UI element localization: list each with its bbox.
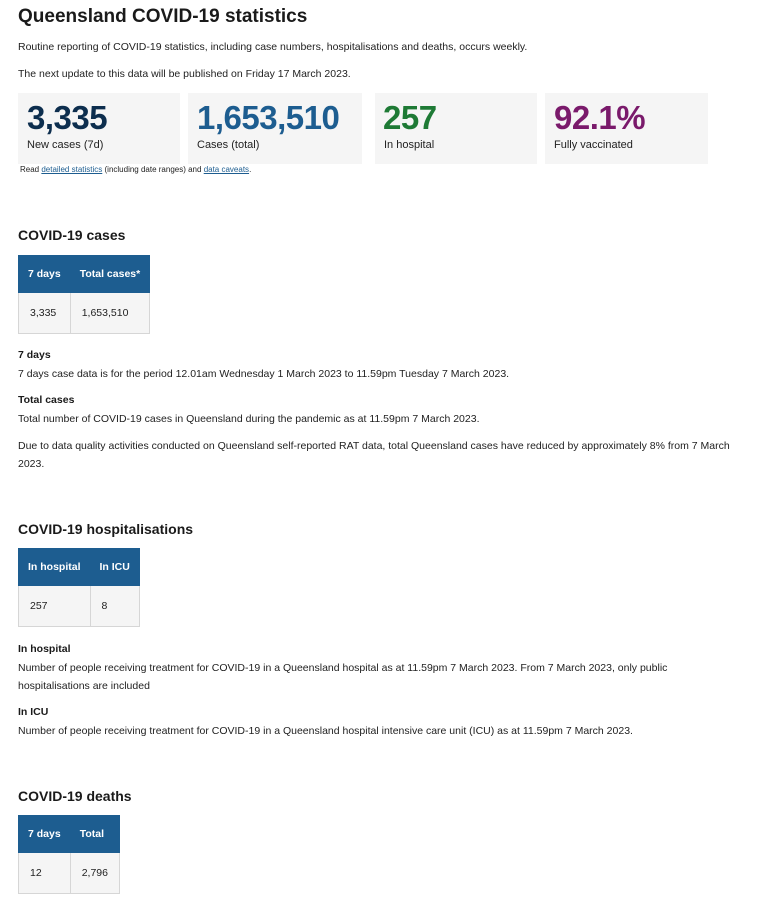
table-header-row: 7 days Total	[18, 815, 120, 853]
desc-7-days: 7 days case data is for the period 12.01…	[18, 368, 510, 380]
table-row: 257 8	[18, 585, 140, 627]
stat-label-fully-vaccinated: Fully vaccinated	[554, 139, 633, 151]
desc-total-cases: Total number of COVID-19 cases in Queens…	[18, 413, 480, 425]
deaths-heading: COVID-19 deaths	[18, 788, 132, 804]
stat-label-total-cases: Cases (total)	[197, 139, 260, 151]
table-cell: 2,796	[69, 852, 120, 894]
table-cell: 3,335	[18, 292, 71, 334]
term-in-icu: In ICU	[18, 706, 49, 718]
read-note-middle: (including date ranges) and	[102, 165, 204, 174]
read-note-prefix: Read	[20, 165, 42, 174]
desc-in-icu: Number of people receiving treatment for…	[18, 725, 633, 737]
table-cell: 8	[89, 585, 140, 627]
table-header-cell: In ICU	[89, 548, 140, 586]
table-header-cell: 7 days	[18, 255, 71, 293]
table-header-cell: 7 days	[18, 815, 71, 853]
read-statistics-note: Read detailed statistics (including date…	[20, 165, 251, 174]
stat-value-new-cases: 3,335	[27, 99, 108, 136]
hospitalisations-heading: COVID-19 hospitalisations	[18, 521, 194, 537]
table-cell: 257	[18, 585, 91, 627]
table-header-cell: In hospital	[18, 548, 91, 586]
data-caveats-link[interactable]: data caveats	[203, 165, 250, 174]
table-cell: 12	[18, 852, 71, 894]
detailed-statistics-link[interactable]: detailed statistics	[41, 165, 103, 174]
stat-label-new-cases: New cases (7d)	[27, 139, 104, 151]
stat-card-total-cases: 1,653,510 Cases (total)	[188, 93, 362, 164]
table-row: 12 2,796	[18, 852, 120, 894]
desc-in-hospital: Number of people receiving treatment for…	[18, 662, 668, 692]
stat-label-in-hospital: In hospital	[384, 139, 435, 151]
stat-card-in-hospital: 257 In hospital	[375, 93, 537, 164]
stat-card-new-cases: 3,335 New cases (7d)	[18, 93, 180, 164]
stat-value-in-hospital: 257	[383, 99, 437, 136]
cases-data-quality-note: Due to data quality activities conducted…	[18, 440, 730, 470]
cases-heading: COVID-19 cases	[18, 227, 126, 243]
table-row: 3,335 1,653,510	[18, 292, 151, 334]
deaths-table: 7 days Total 12 2,796	[18, 815, 120, 894]
hospitalisations-table: In hospital In ICU 257 8	[18, 548, 140, 627]
term-7-days: 7 days	[18, 349, 51, 361]
term-total-cases: Total cases	[18, 394, 75, 406]
read-note-suffix: .	[249, 165, 252, 174]
term-in-hospital: In hospital	[18, 643, 71, 655]
page-title: Queensland COVID-19 statistics	[18, 6, 308, 27]
stat-value-total-cases: 1,653,510	[197, 99, 340, 136]
table-cell: 1,653,510	[69, 292, 151, 334]
stat-value-fully-vaccinated: 92.1%	[554, 99, 646, 136]
table-header-cell: Total cases*	[69, 255, 151, 293]
table-header-cell: Total	[69, 815, 120, 853]
intro-text: Routine reporting of COVID-19 statistics…	[18, 41, 528, 53]
table-header-row: 7 days Total cases*	[18, 255, 151, 293]
stat-card-fully-vaccinated: 92.1% Fully vaccinated	[545, 93, 708, 164]
next-update-text: The next update to this data will be pub…	[18, 68, 351, 80]
table-header-row: In hospital In ICU	[18, 548, 140, 586]
cases-table: 7 days Total cases* 3,335 1,653,510	[18, 255, 151, 334]
